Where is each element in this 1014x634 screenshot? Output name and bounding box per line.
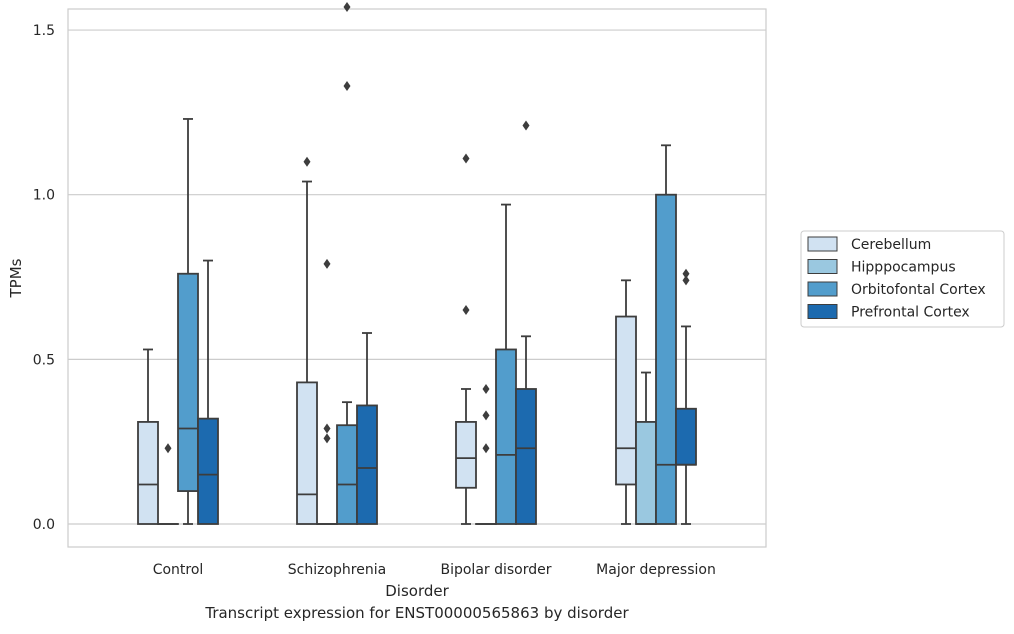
legend-label: Prefrontal Cortex (851, 305, 970, 321)
box-cerebellum (615, 279, 637, 525)
box-body (655, 193, 677, 525)
outlier-point (164, 443, 172, 454)
box-prefrontal-cortex (675, 268, 697, 525)
outlier-point (343, 81, 351, 92)
x-axis-ticks: Control Schizophrenia Bipolar disorder Majo… (153, 562, 716, 578)
boxes (137, 1, 697, 525)
box-body (495, 348, 517, 525)
box-cerebellum (137, 348, 159, 525)
box-prefrontal-cortex (356, 332, 378, 525)
outlier-point (323, 433, 331, 444)
box-hipppocampus (475, 383, 497, 525)
y-axis-title: TPMs (7, 258, 25, 298)
plot-area-frame (67, 8, 767, 548)
outlier-point (323, 258, 331, 269)
box-body (296, 381, 318, 525)
box-cerebellum (296, 156, 318, 525)
legend-label: Cerebellum (851, 237, 931, 253)
box-body (356, 404, 378, 525)
x-tick-label: Control (153, 562, 204, 578)
box-orbitofontal-cortex (177, 118, 199, 525)
box-orbitofontal-cortex (655, 144, 677, 525)
y-tick-label: 1.0 (33, 188, 55, 204)
box-orbitofontal-cortex (495, 203, 517, 525)
box-body (336, 424, 358, 525)
legend-swatch (807, 281, 838, 297)
x-tick-label: Major depression (596, 562, 716, 578)
box-body (455, 421, 477, 489)
outlier-point (303, 156, 311, 167)
box-hipppocampus (635, 371, 657, 525)
legend-label: Orbitofontal Cortex (851, 282, 986, 298)
box-body (197, 417, 219, 525)
legend: Cerebellum Hipppocampus Orbitofontal Corte… (800, 230, 1005, 328)
x-tick-label: Schizophrenia (288, 562, 386, 578)
y-tick-label: 1.5 (33, 23, 55, 39)
outlier-point (522, 120, 530, 131)
box-hipppocampus (316, 258, 338, 525)
box-cerebellum (455, 153, 477, 525)
outlier-point (343, 1, 351, 12)
figure-caption: Transcript expression for ENST0000056586… (205, 604, 629, 622)
outlier-point (482, 383, 490, 394)
box-orbitofontal-cortex (336, 1, 358, 525)
box-prefrontal-cortex (197, 259, 219, 525)
x-axis-title: Disorder (385, 582, 449, 600)
box-body (515, 388, 537, 525)
box-body (177, 272, 199, 492)
y-tick-label: 0.0 (33, 517, 55, 533)
legend-frame (800, 230, 1005, 328)
outlier-point (462, 153, 470, 164)
outlier-point (482, 443, 490, 454)
outlier-point (462, 304, 470, 315)
outlier-point (682, 275, 690, 286)
outlier-point (323, 423, 331, 434)
outlier-point (682, 268, 690, 279)
box-hipppocampus (157, 443, 179, 525)
y-axis-ticks: 0.00.51.01.52.02.53.0 (33, 23, 55, 533)
box-body (615, 315, 637, 486)
outlier-point (482, 410, 490, 421)
legend-swatch (807, 304, 838, 319)
legend-swatch (807, 236, 838, 252)
box-prefrontal-cortex (515, 120, 537, 525)
y-tick-label: 0.5 (33, 352, 55, 368)
legend-swatch (807, 259, 838, 274)
box-body (137, 421, 159, 525)
box-body (635, 421, 657, 525)
x-tick-label: Bipolar disorder (440, 562, 551, 578)
legend-label: Hipppocampus (851, 260, 956, 276)
box-body (675, 407, 697, 466)
